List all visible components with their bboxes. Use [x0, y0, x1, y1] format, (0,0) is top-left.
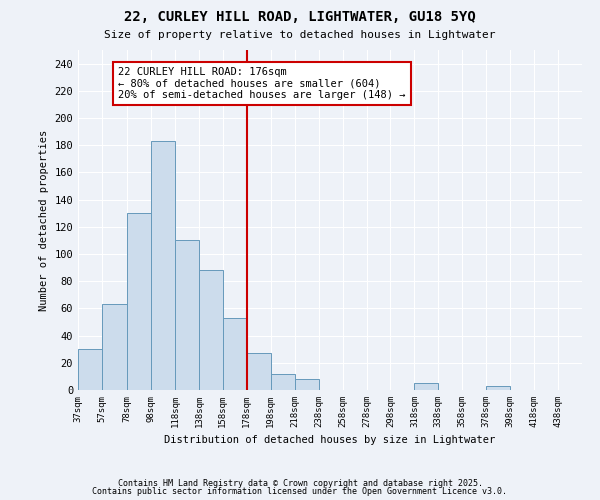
Bar — [199, 270, 223, 390]
Bar — [223, 318, 247, 390]
Bar — [486, 386, 510, 390]
Bar — [175, 240, 199, 390]
Text: 22, CURLEY HILL ROAD, LIGHTWATER, GU18 5YQ: 22, CURLEY HILL ROAD, LIGHTWATER, GU18 5… — [124, 10, 476, 24]
Y-axis label: Number of detached properties: Number of detached properties — [39, 130, 49, 310]
Text: 22 CURLEY HILL ROAD: 176sqm
← 80% of detached houses are smaller (604)
20% of se: 22 CURLEY HILL ROAD: 176sqm ← 80% of det… — [118, 67, 406, 100]
Bar — [247, 354, 271, 390]
Text: Contains HM Land Registry data © Crown copyright and database right 2025.: Contains HM Land Registry data © Crown c… — [118, 478, 482, 488]
Bar — [271, 374, 295, 390]
Bar — [78, 349, 102, 390]
Bar — [127, 213, 151, 390]
Bar — [151, 141, 175, 390]
Bar — [295, 379, 319, 390]
Text: Size of property relative to detached houses in Lightwater: Size of property relative to detached ho… — [104, 30, 496, 40]
Text: Contains public sector information licensed under the Open Government Licence v3: Contains public sector information licen… — [92, 487, 508, 496]
X-axis label: Distribution of detached houses by size in Lightwater: Distribution of detached houses by size … — [164, 436, 496, 446]
Bar — [415, 383, 439, 390]
Bar — [102, 304, 127, 390]
